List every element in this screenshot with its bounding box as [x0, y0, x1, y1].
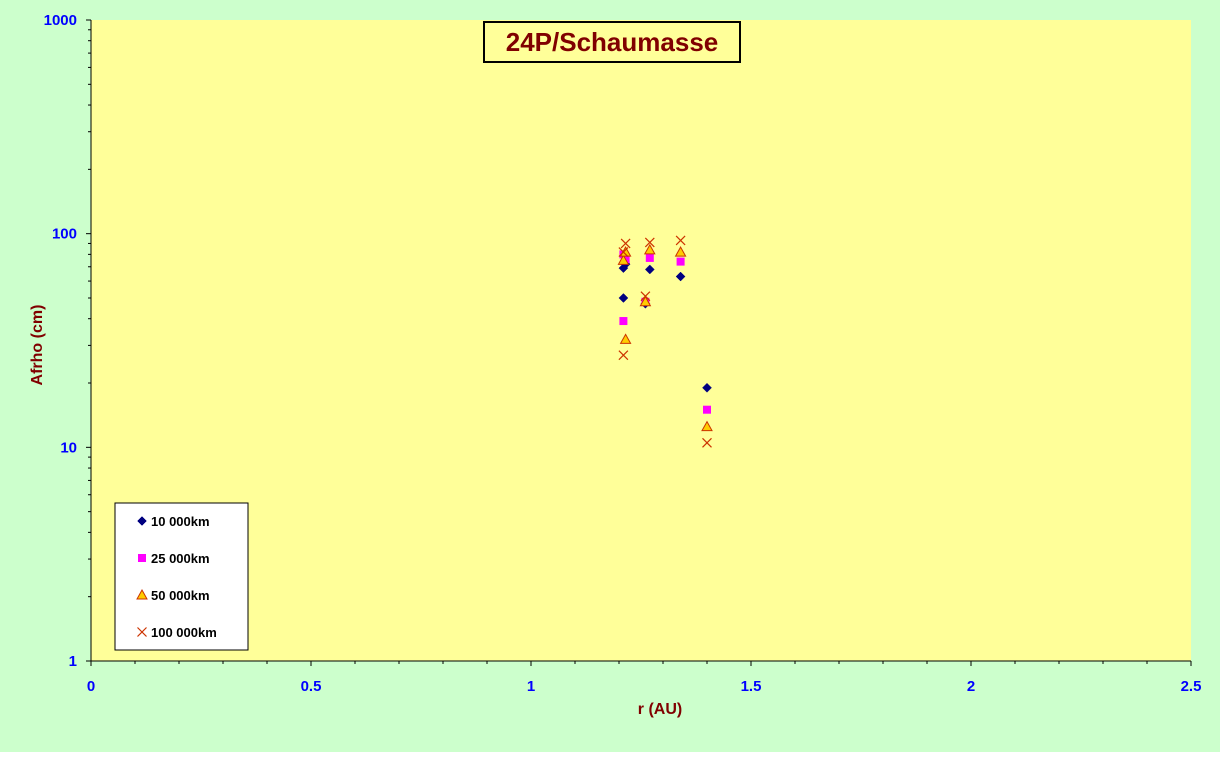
data-point [618, 247, 629, 258]
data-point [702, 437, 712, 448]
legend-marker [137, 627, 147, 637]
legend-box [114, 502, 249, 651]
legend-label: 50 000km [151, 588, 210, 603]
series-3 [617, 243, 713, 432]
legend-label: 10 000km [151, 514, 210, 529]
plot-area [91, 20, 1191, 661]
data-point [701, 420, 713, 432]
data-point [702, 382, 712, 393]
y-tick-label: 1 [69, 653, 77, 670]
y-tick-label: 1000 [44, 12, 77, 29]
data-point [618, 350, 629, 361]
data-point [619, 317, 628, 326]
axis-ticks: 0 0.5 1 1.5 2 2.5 1 10 100 1000 [44, 12, 1202, 695]
chart-title-box: 24P/Schaumasse [483, 21, 741, 63]
legend-item: 50 000km [136, 588, 210, 603]
x-tick-label: 0 [87, 678, 95, 695]
y-tick-label: 10 [60, 439, 77, 456]
data-point [645, 253, 654, 262]
legend-marker [136, 588, 148, 600]
x-tick-label: 2.5 [1181, 678, 1202, 695]
legend-label: 25 000km [151, 551, 210, 566]
data-point [676, 257, 685, 266]
series-4 [618, 235, 712, 448]
data-point [643, 243, 656, 255]
legend-label: 100 000km [151, 625, 217, 640]
x-tick-label: 1.5 [741, 678, 762, 695]
x-axis-label: r (AU) [638, 701, 682, 718]
y-axis-label: Afrho (cm) [29, 305, 46, 386]
data-point [639, 295, 652, 307]
data-point [640, 291, 651, 302]
legend-item: 10 000km [137, 514, 210, 529]
legend-marker [137, 516, 147, 526]
data-point [675, 271, 686, 282]
data-point [644, 237, 655, 248]
data-point [618, 293, 629, 303]
data-point [674, 246, 687, 257]
data-point [619, 333, 632, 344]
data-point [617, 254, 630, 265]
y-tick-label: 100 [52, 226, 77, 243]
legend-item: 100 000km [137, 625, 217, 640]
data-point [644, 264, 655, 275]
data-points [617, 235, 713, 448]
x-tick-label: 0.5 [301, 678, 322, 695]
chart-title: 24P/Schaumasse [506, 27, 718, 57]
x-tick-label: 1 [527, 678, 535, 695]
legend-item: 25 000km [138, 551, 210, 566]
legend-marker [138, 554, 146, 562]
legend: 10 000km 25 000km 50 000km 100 000km [114, 502, 249, 651]
data-point [675, 235, 686, 246]
x-tick-label: 2 [967, 678, 975, 695]
data-point [620, 238, 631, 249]
data-point [703, 405, 711, 414]
